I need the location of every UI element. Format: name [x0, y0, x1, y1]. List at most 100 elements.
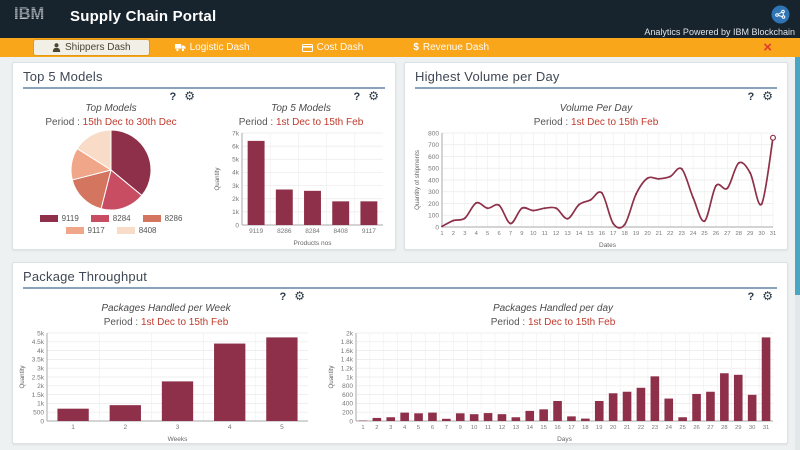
svg-text:16: 16	[554, 425, 560, 431]
svg-text:4: 4	[475, 231, 479, 237]
svg-text:IBM: IBM	[14, 5, 44, 22]
gear-icon[interactable]: ⚙	[294, 289, 305, 303]
svg-text:7k: 7k	[232, 130, 240, 137]
svg-text:15: 15	[587, 231, 593, 237]
svg-text:300: 300	[428, 189, 439, 196]
svg-text:200: 200	[428, 201, 439, 208]
tab-shippers-dash[interactable]: Shippers Dash	[34, 40, 149, 55]
svg-text:4: 4	[403, 425, 407, 431]
svg-text:400: 400	[428, 177, 439, 184]
svg-text:Weeks: Weeks	[168, 436, 188, 443]
svg-text:1: 1	[361, 425, 364, 431]
legend-item[interactable]: 8408	[116, 226, 157, 235]
legend-item[interactable]: 8284	[90, 214, 131, 223]
svg-text:3: 3	[176, 424, 180, 431]
svg-text:15: 15	[540, 425, 546, 431]
svg-text:1k: 1k	[346, 374, 354, 381]
chart-title: Packages Handled per day	[492, 303, 614, 314]
chart-title: Top Models	[85, 103, 137, 114]
chart-period: Period : 1st Dec to 15th Feb	[238, 117, 364, 128]
panel-top-models-pie: ? ⚙ Top Models Period : 15th Dec to 30th …	[13, 89, 209, 247]
panel-packages-per-day: ? ⚙ Packages Handled per day Period : 1st…	[319, 289, 787, 443]
tab-cost-dash[interactable]: Cost Dash	[301, 42, 364, 53]
legend-item[interactable]: 9119	[39, 214, 79, 223]
help-icon[interactable]: ?	[353, 91, 361, 103]
help-icon[interactable]: ?	[747, 91, 755, 103]
svg-text:27: 27	[724, 231, 730, 237]
tab-logistic-dash[interactable]: Logistic Dash	[174, 42, 250, 53]
chart-title: Top 5 Models	[271, 103, 331, 114]
card-icon	[301, 43, 313, 52]
panel-packages-per-week: ? ⚙ Packages Handled per Week Period : 1s…	[13, 289, 319, 443]
svg-text:22: 22	[667, 231, 673, 237]
svg-text:600: 600	[428, 154, 439, 161]
svg-text:6: 6	[497, 231, 500, 237]
svg-text:29: 29	[735, 425, 741, 431]
tab-revenue-dash[interactable]: $ Revenue Dash	[413, 42, 489, 53]
blockchain-icon[interactable]	[771, 5, 790, 29]
help-icon[interactable]: ?	[747, 291, 755, 303]
svg-text:4k: 4k	[37, 348, 45, 355]
gear-icon[interactable]: ⚙	[184, 89, 195, 103]
svg-text:800: 800	[428, 130, 439, 137]
svg-text:16: 16	[599, 231, 605, 237]
tab-label: Shippers Dash	[65, 42, 131, 53]
svg-text:22: 22	[638, 425, 644, 431]
legend-swatch	[65, 227, 84, 234]
legend-label: 8408	[138, 226, 157, 235]
svg-text:4.5k: 4.5k	[32, 339, 45, 346]
close-icon[interactable]: ×	[763, 39, 772, 56]
gear-icon[interactable]: ⚙	[762, 89, 773, 103]
svg-text:2: 2	[123, 424, 127, 431]
card-title: Highest Volume per Day	[415, 69, 777, 89]
svg-text:4k: 4k	[232, 170, 240, 177]
header-tagline: Analytics Powered by IBM Blockchain	[644, 27, 795, 37]
svg-text:0: 0	[435, 224, 439, 231]
svg-text:13: 13	[513, 425, 519, 431]
svg-text:2: 2	[375, 425, 378, 431]
legend-item[interactable]: 8286	[142, 214, 183, 223]
chart-period: Period : 1st Dec to 15th Feb	[103, 317, 229, 328]
dashboard-content: Top 5 Models ? ⚙ Top Models Period : 15th…	[0, 57, 800, 444]
svg-text:12: 12	[499, 425, 505, 431]
svg-text:8408: 8408	[333, 228, 348, 235]
svg-text:8286: 8286	[277, 228, 292, 235]
svg-text:12: 12	[553, 231, 559, 237]
svg-text:3k: 3k	[37, 366, 45, 373]
svg-text:9: 9	[459, 425, 462, 431]
svg-text:17: 17	[610, 231, 616, 237]
svg-text:3: 3	[463, 231, 466, 237]
svg-text:2k: 2k	[346, 330, 354, 337]
dollar-icon: $	[413, 42, 419, 53]
legend-label: 8286	[164, 214, 183, 223]
legend-swatch	[142, 215, 161, 222]
svg-text:1.6k: 1.6k	[341, 348, 354, 355]
chart-period: Period : 15th Dec to 30th Dec	[45, 117, 177, 128]
svg-text:0: 0	[235, 222, 239, 229]
svg-text:26: 26	[693, 425, 699, 431]
svg-text:30: 30	[758, 231, 764, 237]
panel-volume-per-day: ? ⚙ Volume Per Day Period : 1st Dec to 15…	[405, 89, 787, 249]
svg-text:2k: 2k	[37, 383, 45, 390]
svg-text:600: 600	[342, 392, 353, 399]
legend-swatch	[39, 215, 58, 222]
svg-text:Quantity of shipments: Quantity of shipments	[414, 150, 421, 210]
svg-text:0: 0	[349, 418, 353, 425]
svg-text:1: 1	[71, 424, 75, 431]
help-icon[interactable]: ?	[279, 291, 287, 303]
chart-title: Packages Handled per Week	[101, 303, 231, 314]
svg-text:14: 14	[527, 425, 534, 431]
scrollbar-thumb[interactable]	[795, 57, 800, 295]
gear-icon[interactable]: ⚙	[368, 89, 379, 103]
tab-label: Cost Dash	[316, 42, 364, 53]
legend-item[interactable]: 9117	[65, 226, 105, 235]
help-icon[interactable]: ?	[169, 91, 177, 103]
svg-text:800: 800	[342, 383, 353, 390]
gear-icon[interactable]: ⚙	[762, 289, 773, 303]
panel-top-5-models-bar: ? ⚙ Top 5 Models Period : 1st Dec to 15th…	[209, 89, 393, 247]
svg-text:17: 17	[568, 425, 574, 431]
svg-text:24: 24	[690, 231, 697, 237]
svg-text:1.5k: 1.5k	[32, 392, 45, 399]
